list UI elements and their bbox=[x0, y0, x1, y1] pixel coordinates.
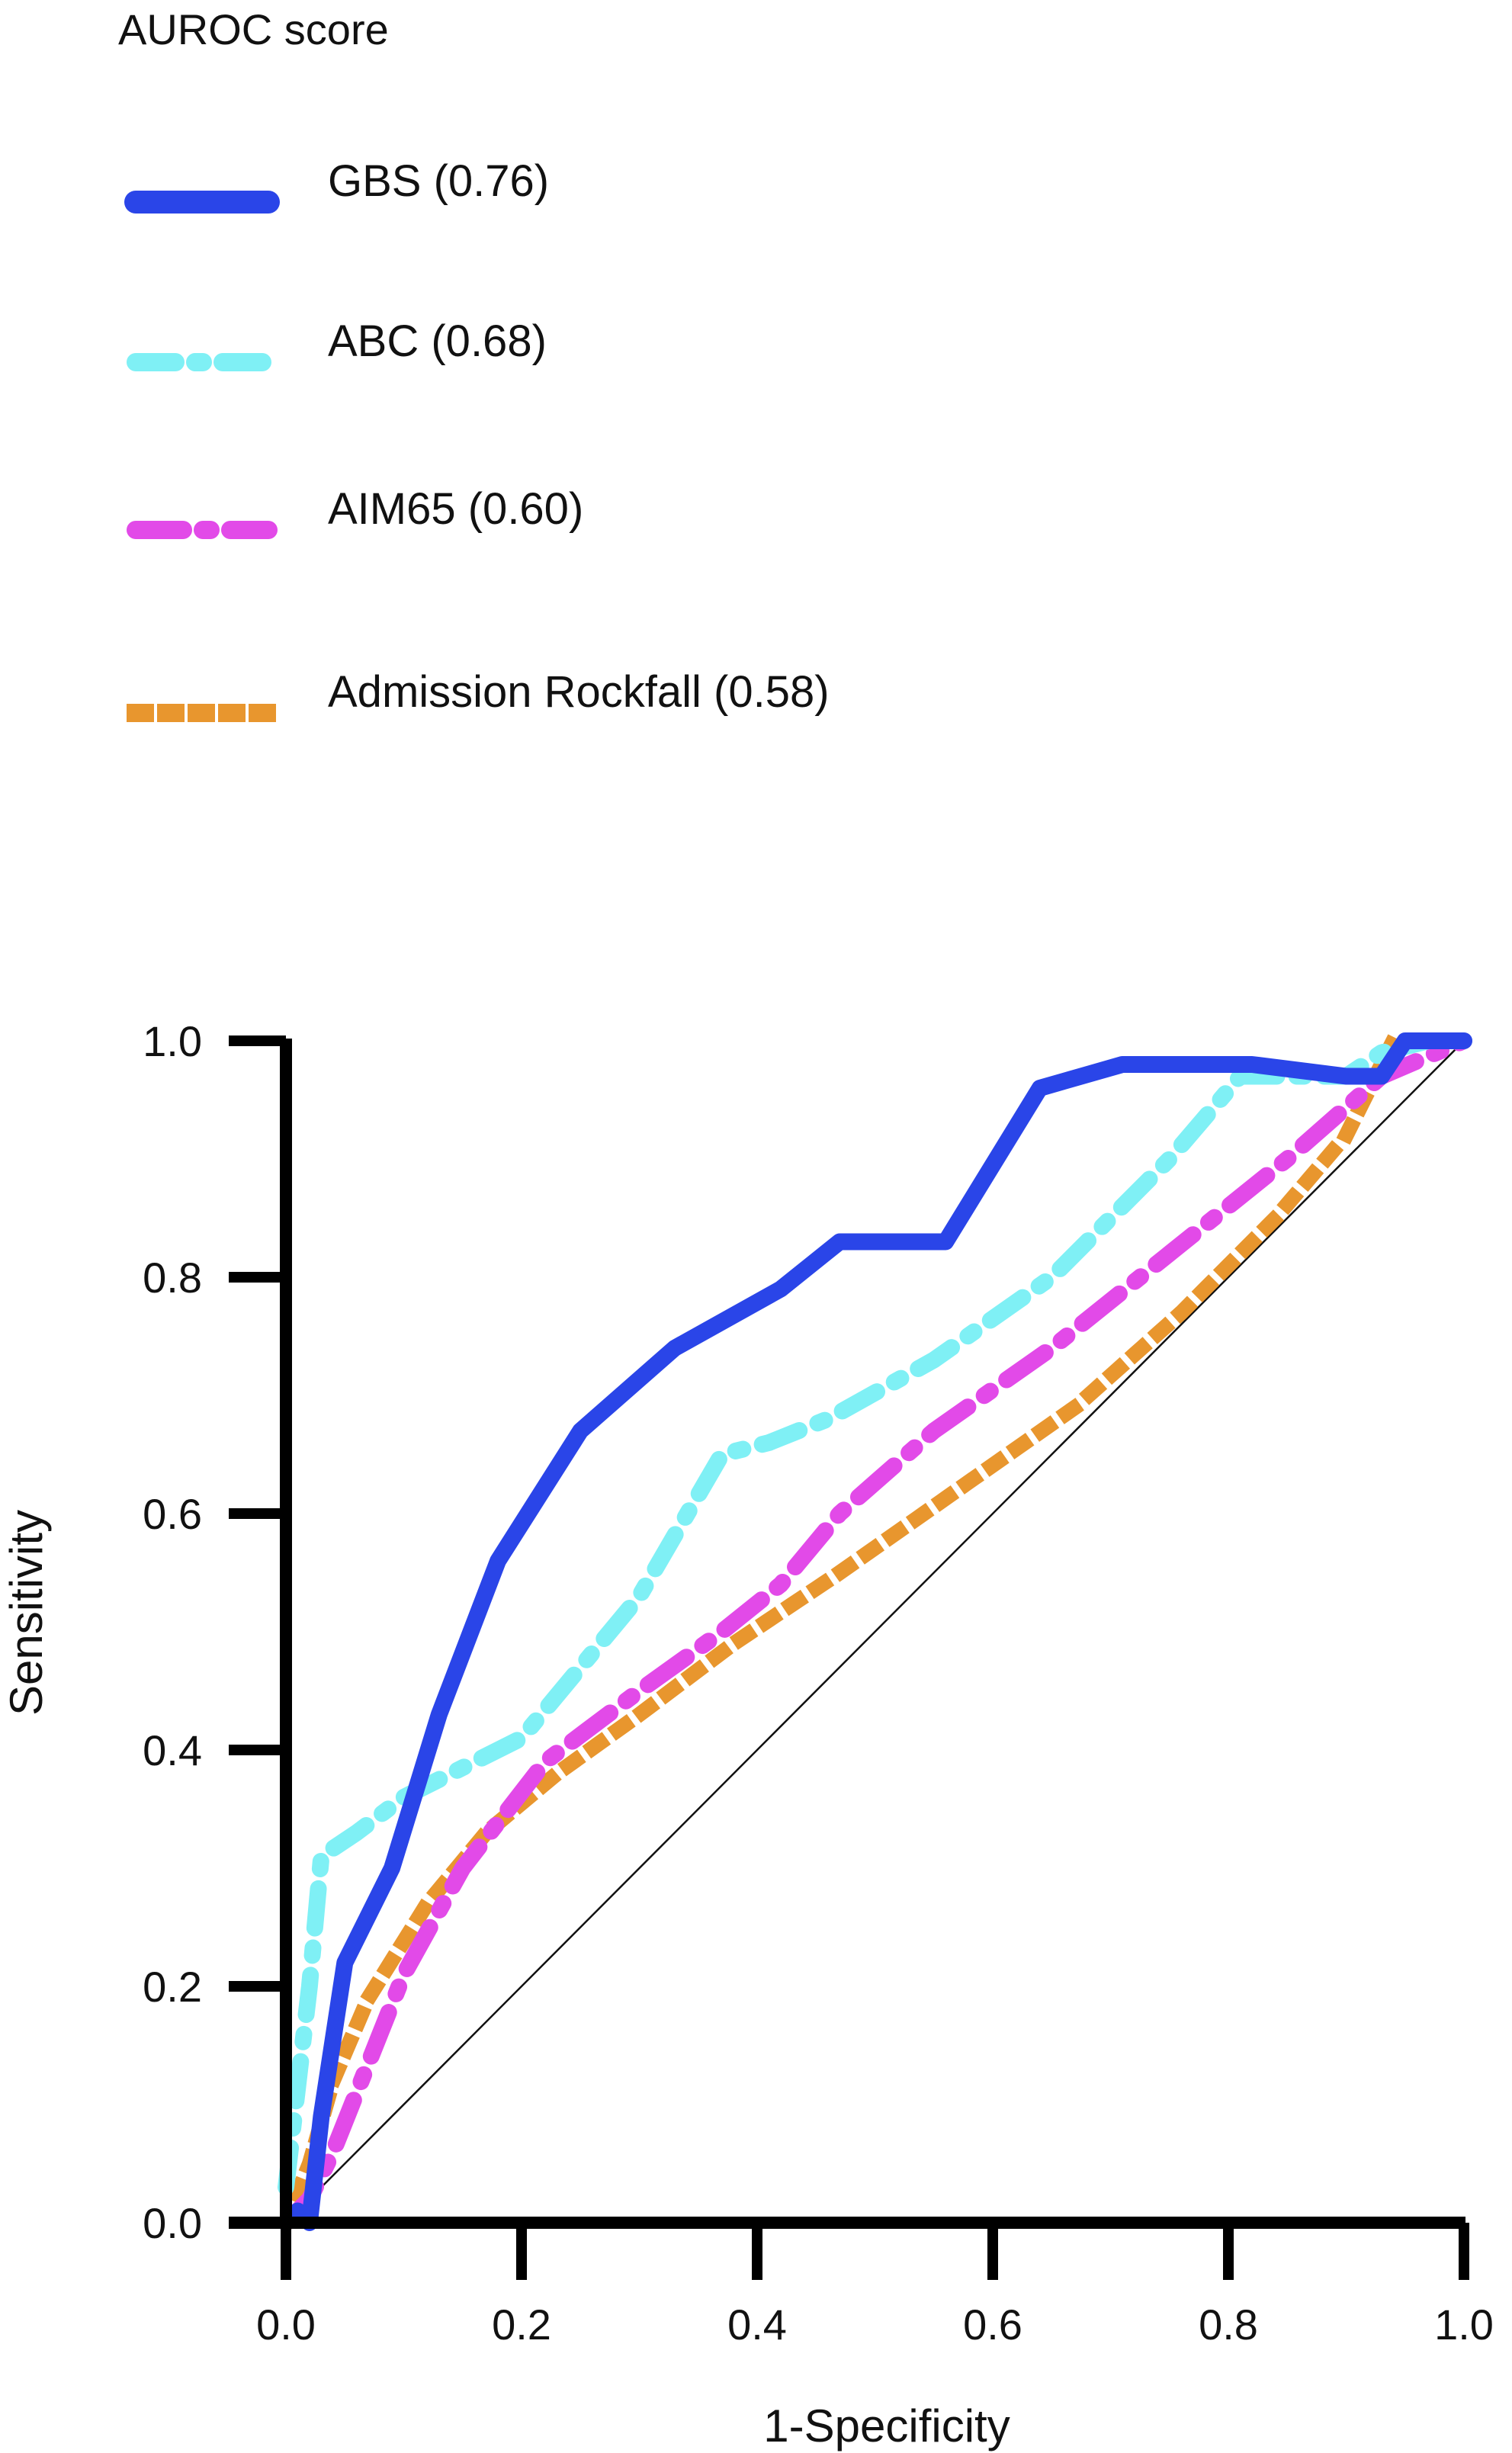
series-line-gbs bbox=[278, 1032, 1472, 2231]
series-line-aim65 bbox=[278, 1032, 1472, 2231]
y-tick-label: 0.8 bbox=[143, 1254, 202, 1302]
y-axis-ticks: 0.0 0.2 0.4 0.6 0.8 1.0 bbox=[143, 1017, 286, 2247]
y-tick-label: 0.0 bbox=[143, 2199, 202, 2247]
y-tick-label: 0.4 bbox=[143, 1726, 202, 1774]
x-tick-label: 0.2 bbox=[492, 2300, 551, 2349]
y-tick-label: 0.2 bbox=[143, 1963, 202, 2011]
series-layer bbox=[276, 1032, 1472, 2233]
x-tick-label: 0.4 bbox=[727, 2300, 787, 2349]
x-tick-label: 0.0 bbox=[256, 2300, 316, 2349]
plot-area: 0.0 0.2 0.4 0.6 0.8 1.0 0.0 0.2 0.4 0.6 0.8 1.0 bbox=[143, 1017, 1494, 2349]
y-axis-label: Sensitivity bbox=[1, 1510, 52, 1716]
legend-label-abc: ABC (0.68) bbox=[328, 316, 547, 366]
x-axis-ticks: 0.0 0.2 0.4 0.6 0.8 1.0 bbox=[256, 2223, 1494, 2349]
legend-title: AUROC score bbox=[118, 5, 389, 53]
series-line-admission bbox=[276, 1033, 1472, 2233]
legend-label-gbs: GBS (0.76) bbox=[328, 156, 549, 206]
x-tick-label: 1.0 bbox=[1434, 2300, 1494, 2349]
reference-diagonal bbox=[285, 1040, 1465, 2223]
legend: AUROC score GBS (0.76) ABC (0.68) AIM65 (0… bbox=[118, 5, 830, 722]
x-tick-label: 0.6 bbox=[963, 2300, 1022, 2349]
y-tick-label: 1.0 bbox=[143, 1017, 202, 1065]
legend-items: GBS (0.76) ABC (0.68) AIM65 (0.60) Admissio… bbox=[124, 156, 830, 722]
x-axis-label: 1-Specificity bbox=[763, 2400, 1010, 2451]
y-tick-label: 0.6 bbox=[143, 1490, 202, 1538]
legend-label-aim65: AIM65 (0.60) bbox=[328, 484, 583, 534]
x-tick-label: 0.8 bbox=[1199, 2300, 1258, 2349]
legend-label-admission: Admission Rockfall (0.58) bbox=[328, 667, 830, 717]
